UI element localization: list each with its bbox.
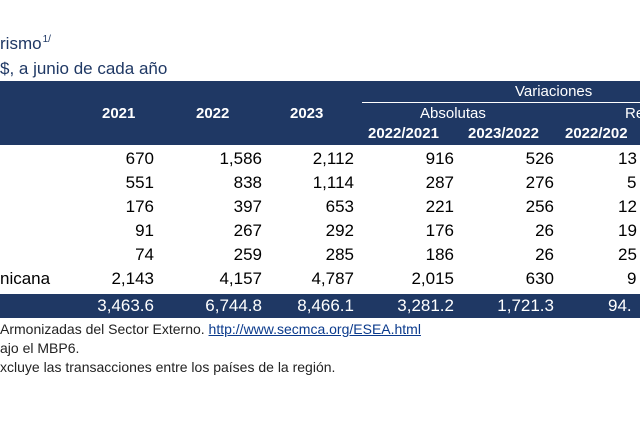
cell-rel-1: 19: [618, 221, 637, 240]
header-year-2023: 2023: [290, 105, 324, 122]
cell-2022: 267: [233, 221, 262, 240]
cell-abs-1: 221: [425, 197, 454, 216]
cell-2021: 74: [135, 245, 154, 264]
header-var-1: 2022/2021: [368, 125, 439, 142]
cell-2021: 176: [125, 197, 154, 216]
cell-abs-1: 287: [425, 173, 454, 192]
cell-2022: 838: [233, 173, 262, 192]
cell-abs-2: 630: [525, 269, 554, 288]
cell-2022: 259: [233, 245, 262, 264]
total-2022: 6,744.8: [205, 296, 262, 315]
header-divider: [362, 102, 640, 103]
cell-2023: 653: [325, 197, 354, 216]
cell-2021: 551: [125, 173, 154, 192]
row-label: nicana: [0, 269, 51, 288]
cell-rel-1: 25: [618, 245, 637, 264]
cell-abs-2: 276: [525, 173, 554, 192]
cell-2021: 670: [125, 149, 154, 168]
table-title: rismo1/: [0, 34, 51, 53]
header-year-2022: 2022: [196, 105, 230, 122]
source-link[interactable]: http://www.secmca.org/ESEA.html: [208, 321, 421, 337]
cell-rel-1: 9: [627, 269, 637, 288]
header-variaciones: Variaciones: [515, 83, 593, 100]
total-rel-1: 94.: [608, 296, 632, 315]
total-abs-2: 1,721.3: [497, 296, 554, 315]
cell-2022: 397: [233, 197, 262, 216]
table-row: 176 397 653 221 256 12: [0, 195, 640, 219]
footnote-ref: 1/: [42, 34, 51, 45]
footnote-excludes: xcluye las transacciones entre los paíse…: [0, 359, 336, 375]
total-2023: 8,466.1: [297, 296, 354, 315]
footnote-source: Armonizadas del Sector Externo. http://w…: [0, 321, 421, 337]
cell-abs-1: 186: [425, 245, 454, 264]
table-row: 670 1,586 2,112 916 526 13: [0, 147, 640, 171]
header-var-2: 2023/2022: [468, 125, 539, 142]
cell-2021: 2,143: [111, 269, 154, 288]
header-absolutas: Absolutas: [420, 105, 486, 122]
total-row: 3,463.6 6,744.8 8,466.1 3,281.2 1,721.3 …: [0, 294, 640, 318]
cell-abs-1: 916: [425, 149, 454, 168]
header-relativas: Re: [625, 105, 640, 122]
cell-2022: 4,157: [219, 269, 262, 288]
cell-abs-1: 176: [425, 221, 454, 240]
table-header: Variaciones Absolutas Re 2021 2022 2023 …: [0, 81, 640, 145]
cell-rel-1: 12: [618, 197, 637, 216]
cell-2023: 285: [325, 245, 354, 264]
footnote-mbp6: ajo el MBP6.: [0, 340, 80, 356]
cell-2021: 91: [135, 221, 154, 240]
table-subtitle: $, a junio de cada año: [0, 59, 168, 78]
header-var-3: 2022/202: [565, 125, 628, 142]
total-2021: 3,463.6: [97, 296, 154, 315]
table-row: nicana 2,143 4,157 4,787 2,015 630 9: [0, 267, 640, 291]
table-row: 551 838 1,114 287 276 5: [0, 171, 640, 195]
cell-abs-2: 26: [535, 221, 554, 240]
cell-2023: 4,787: [311, 269, 354, 288]
cell-abs-2: 256: [525, 197, 554, 216]
header-year-2021: 2021: [102, 105, 136, 122]
cell-2023: 1,114: [312, 173, 354, 192]
cell-2023: 2,112: [312, 149, 354, 168]
cell-2023: 292: [325, 221, 354, 240]
table-row: 91 267 292 176 26 19: [0, 219, 640, 243]
cell-abs-2: 526: [525, 149, 554, 168]
table-row: 74 259 285 186 26 25: [0, 243, 640, 267]
cell-abs-1: 2,015: [411, 269, 454, 288]
total-abs-1: 3,281.2: [397, 296, 454, 315]
cell-2022: 1,586: [219, 149, 262, 168]
cell-abs-2: 26: [535, 245, 554, 264]
cell-rel-1: 5: [627, 173, 637, 192]
cell-rel-1: 13: [618, 149, 637, 168]
